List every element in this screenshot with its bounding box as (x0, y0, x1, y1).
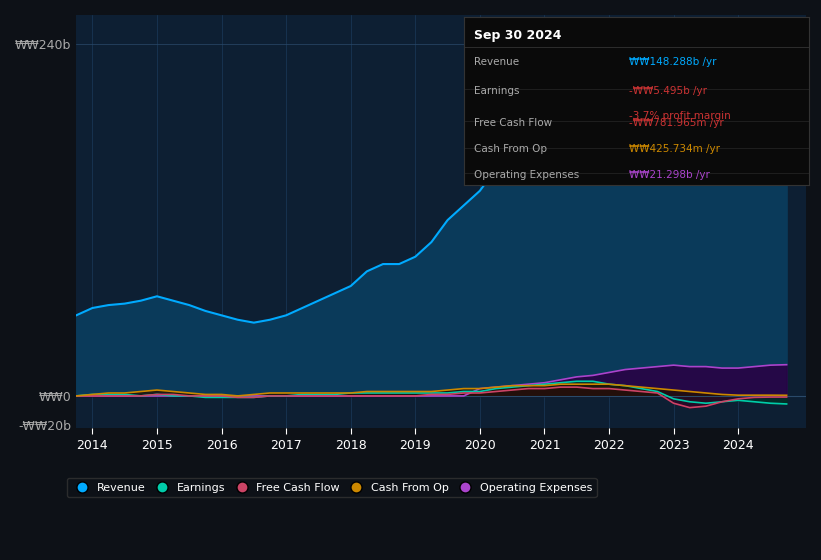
Text: ₩₩425.734m /yr: ₩₩425.734m /yr (630, 144, 720, 155)
Text: ₩₩148.288b /yr: ₩₩148.288b /yr (630, 57, 717, 67)
Text: ₩₩21.298b /yr: ₩₩21.298b /yr (630, 170, 710, 180)
Text: Earnings: Earnings (475, 86, 520, 96)
Text: Operating Expenses: Operating Expenses (475, 170, 580, 180)
Text: -₩₩5.495b /yr: -₩₩5.495b /yr (630, 86, 708, 96)
Text: Free Cash Flow: Free Cash Flow (475, 118, 553, 128)
Legend: Revenue, Earnings, Free Cash Flow, Cash From Op, Operating Expenses: Revenue, Earnings, Free Cash Flow, Cash … (67, 478, 597, 497)
Text: -3.7% profit margin: -3.7% profit margin (630, 111, 732, 121)
Text: Revenue: Revenue (475, 57, 520, 67)
Text: Sep 30 2024: Sep 30 2024 (475, 29, 562, 41)
Text: -₩₩781.965m /yr: -₩₩781.965m /yr (630, 118, 724, 128)
Text: Cash From Op: Cash From Op (475, 144, 548, 155)
